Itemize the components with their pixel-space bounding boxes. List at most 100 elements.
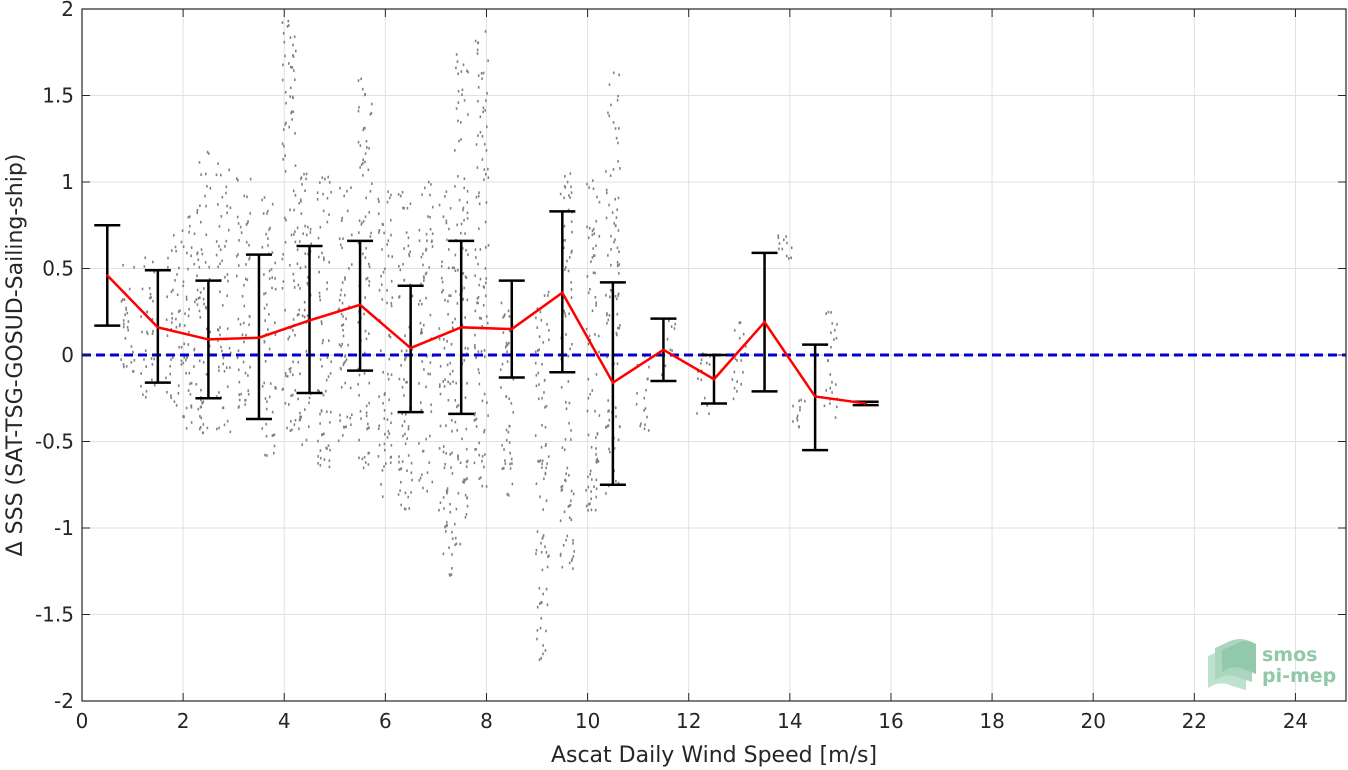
scatter-point — [570, 281, 572, 284]
scatter-point — [282, 31, 285, 35]
scatter-point — [645, 388, 647, 392]
scatter-point — [606, 312, 608, 315]
scatter-point — [570, 429, 572, 432]
scatter-point — [567, 354, 570, 358]
scatter-point — [445, 530, 447, 533]
scatter-point — [450, 342, 453, 346]
scatter-point — [475, 143, 478, 146]
scatter-point — [538, 586, 541, 590]
scatter-point — [291, 95, 294, 99]
scatter-point — [636, 363, 639, 367]
scatter-point — [327, 339, 330, 342]
scatter-point — [368, 284, 370, 287]
scatter-point — [380, 483, 382, 486]
scatter-point — [590, 508, 593, 512]
scatter-point — [405, 413, 407, 416]
scatter-point — [296, 262, 299, 266]
scatter-point — [296, 226, 299, 230]
scatter-point — [596, 195, 598, 199]
scatter-point — [538, 335, 541, 338]
scatter-point — [288, 125, 290, 129]
scatter-point — [364, 92, 367, 96]
scatter-point — [570, 220, 573, 224]
scatter-point — [226, 419, 229, 423]
scatter-point — [186, 251, 188, 255]
scatter-point — [274, 277, 276, 280]
scatter-point — [152, 329, 154, 333]
scatter-point — [328, 260, 330, 264]
scatter-point — [361, 87, 364, 91]
scatter-point — [592, 254, 595, 258]
scatter-point — [266, 209, 269, 213]
scatter-point — [201, 401, 204, 405]
scatter-point — [185, 358, 187, 362]
scatter-point — [222, 406, 225, 409]
scatter-point — [368, 451, 370, 455]
scatter-point — [196, 274, 198, 278]
scatter-point — [466, 381, 468, 385]
scatter-point — [144, 256, 147, 260]
scatter-point — [360, 163, 363, 166]
scatter-point — [367, 463, 370, 466]
scatter-point — [300, 200, 302, 203]
scatter-point — [222, 362, 225, 366]
scatter-point — [274, 333, 277, 336]
scatter-point — [169, 372, 172, 376]
y-tick-label: -1 — [54, 516, 74, 540]
scatter-point — [831, 380, 833, 384]
scatter-point — [457, 119, 459, 123]
scatter-point — [598, 234, 601, 238]
scatter-point — [609, 174, 612, 177]
scatter-point — [616, 297, 618, 301]
scatter-point — [178, 324, 181, 328]
scatter-point — [592, 247, 594, 250]
scatter-point — [291, 393, 294, 397]
scatter-point — [598, 414, 601, 417]
scatter-point — [303, 315, 306, 319]
scatter-point — [216, 427, 218, 431]
scatter-point — [406, 437, 408, 440]
scatter-point — [401, 190, 404, 194]
scatter-point — [197, 297, 200, 300]
scatter-point — [284, 154, 286, 157]
scatter-point — [150, 296, 152, 299]
scatter-point — [709, 355, 711, 358]
scatter-point — [605, 170, 607, 173]
scatter-point — [536, 530, 539, 533]
scatter-point — [407, 236, 410, 240]
scatter-point — [263, 292, 265, 296]
scatter-point — [507, 430, 510, 434]
scatter-point — [293, 279, 295, 283]
scatter-point — [307, 252, 310, 256]
scatter-point — [327, 175, 329, 179]
scatter-point — [570, 489, 573, 493]
scatter-point — [541, 459, 544, 463]
scatter-point — [122, 325, 125, 329]
scatter-point — [450, 294, 452, 297]
scatter-point — [484, 453, 486, 456]
scatter-point — [308, 401, 310, 405]
scatter-point — [248, 257, 250, 261]
scatter-point — [420, 302, 423, 306]
scatter-point — [326, 220, 329, 224]
scatter-point — [500, 301, 503, 305]
scatter-point — [274, 287, 277, 291]
scatter-point — [786, 241, 788, 245]
scatter-point — [226, 211, 228, 215]
scatter-point — [340, 288, 343, 292]
scatter-point — [449, 372, 451, 376]
scatter-point — [184, 312, 186, 316]
scatter-point — [368, 211, 371, 214]
scatter-point — [283, 144, 285, 148]
scatter-point — [478, 477, 481, 480]
scatter-point — [569, 503, 572, 507]
scatter-point — [188, 230, 190, 234]
scatter-point — [457, 101, 460, 104]
scatter-point — [207, 152, 210, 155]
scatter-point — [307, 283, 310, 287]
scatter-point — [616, 260, 619, 264]
scatter-point — [341, 434, 344, 437]
scatter-point — [341, 342, 344, 346]
scatter-point — [317, 236, 320, 240]
scatter-point — [443, 507, 445, 510]
